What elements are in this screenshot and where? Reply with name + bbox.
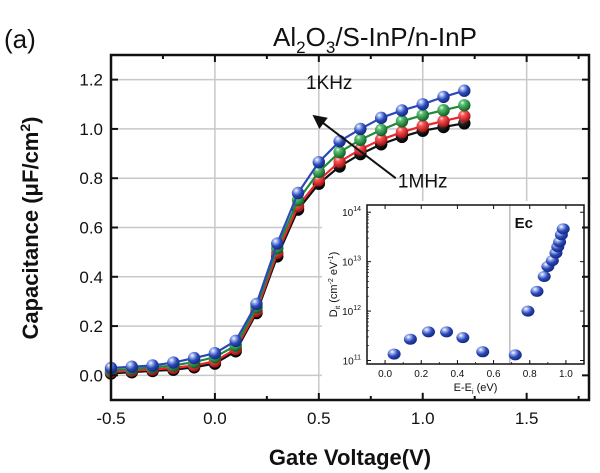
data-point [250,297,263,311]
inset-x-tick-label: 0.6 [487,369,501,380]
y-tick-label: 0.0 [79,366,103,385]
inset-data-point [387,348,401,360]
data-point [416,108,429,122]
inset-data-point [421,326,435,338]
inset-data-point [530,285,544,297]
inset-data-point [537,271,551,283]
inset-y-tick-label: 1014 [342,206,361,219]
inset-data-point [508,349,522,361]
data-point [146,359,159,372]
data-point [333,155,346,168]
inset-data-point [440,326,454,338]
data-point [374,111,388,125]
data-point [458,109,471,123]
data-point [187,351,201,365]
inset-axes: 0.0 0.2 0.4 0.6 0.8 1.0 1011 1012 1013 1014 [342,204,585,380]
x-tick-label: -0.5 [96,409,125,428]
y-axis-title: Capacitance (μF/cm2) [17,117,43,340]
data-point [416,119,429,133]
series-1khz [104,84,471,375]
data-point [374,133,388,146]
x-tick-label: 0.0 [203,409,227,428]
data-point [374,123,388,137]
frequency-arrow [312,114,397,180]
data-point [125,360,138,373]
data-point [291,186,305,200]
data-point [458,99,471,112]
y-tick-label: 1.0 [79,120,103,139]
annotation-1mhz: 1MHz [398,172,448,193]
inset-plot: 0.0 0.2 0.4 0.6 0.8 1.0 1011 1012 1013 1014 Ec E-… [322,201,586,396]
inset-x-axis-title: E-Ei (eV) [454,382,498,396]
data-point [458,84,471,97]
inset-data-point [456,332,470,344]
data-point [416,98,429,111]
y-tick-label: 1.2 [79,71,103,90]
panel-label: (a) [4,24,36,54]
inset-y-tick-label: 1012 [342,305,361,318]
data-point [437,114,450,128]
inset-y-tick-label: 1011 [343,355,361,368]
chart-title: Al2O3/S-InP/n-InP [273,22,477,57]
x-tick-label: 1.5 [515,409,539,428]
inset-x-tick-label: 1.0 [559,369,573,380]
data-point [437,90,450,104]
main-annotations: 1KHz 1MHz [306,73,448,193]
inset-data-point [476,346,490,358]
x-tick-label: 1.0 [411,409,435,428]
inset-y-tick-label: 1013 [342,256,361,269]
inset-y-axis-title: Dit (cm-2 eV-1) [328,252,342,318]
ec-label: Ec [515,215,533,232]
main-frame: -0.5 0.0 0.5 1.0 1.5 0.0 0.2 0.4 0.6 0.8 1.0 1.2 [79,53,591,428]
y-tick-label: 0.8 [79,169,103,188]
main-series [104,84,471,380]
inset-data-point [403,333,417,345]
x-tick-label: 0.5 [307,409,331,428]
data-point [208,346,222,360]
data-point [333,145,346,159]
data-point [395,104,409,117]
inset-data-point [556,223,570,235]
data-point [354,122,367,136]
data-point [312,155,326,169]
data-point [395,125,409,139]
inset-data-point [521,305,535,317]
y-tick-label: 0.4 [79,268,103,287]
x-axis-title: Gate Voltage(V) [269,445,431,470]
y-tick-label: 0.6 [79,219,103,238]
data-point [167,356,180,369]
data-point [437,104,450,117]
inset-x-tick-label: 0.2 [414,369,428,380]
inset-points [387,223,570,361]
data-point [395,115,409,128]
inset-background [322,201,586,392]
data-point [229,334,242,348]
y-tick-label: 0.2 [79,317,103,336]
data-point [333,135,346,148]
data-point [271,237,284,250]
data-point [354,133,367,146]
inset-x-tick-label: 0.4 [450,369,464,380]
inset-x-tick-label: 0.0 [378,369,392,380]
annotation-1khz: 1KHz [306,73,352,94]
inset-x-tick-label: 0.8 [523,369,537,380]
